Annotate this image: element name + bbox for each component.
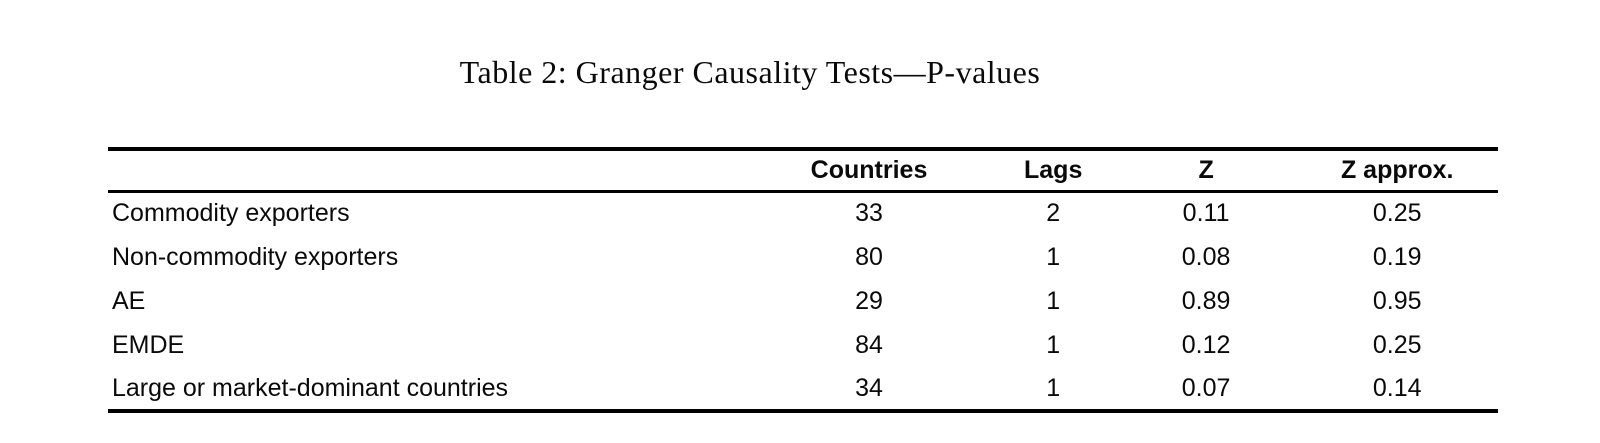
table-row-emde: EMDE 84 1 0.12 0.25: [108, 323, 1498, 367]
table-row-non-commodity-exporters: Non-commodity exporters 80 1 0.08 0.19: [108, 235, 1498, 279]
cell-z-approx: 0.25: [1372, 330, 1422, 359]
cell-lags: 1: [1046, 242, 1061, 271]
cell-z-approx: 0.19: [1372, 242, 1422, 271]
table-header: Countries Lags Z Z approx.: [108, 149, 1498, 193]
column-header-z: Z: [1115, 149, 1297, 193]
cell-z: 0.89: [1181, 286, 1231, 315]
column-header-countries: Countries: [747, 149, 991, 193]
cell-lags: 1: [1046, 373, 1061, 402]
cell-lags: 1: [1046, 330, 1061, 359]
cell-countries: 84: [855, 330, 883, 359]
header-row: Countries Lags Z Z approx.: [108, 149, 1498, 193]
cell-row-label: EMDE: [112, 330, 185, 359]
table-row-large-or-market-dominant: Large or market-dominant countries 34 1 …: [108, 367, 1498, 411]
cell-z-approx: 0.14: [1372, 373, 1422, 402]
cell-row-label: Commodity exporters: [112, 199, 350, 228]
cell-z: 0.12: [1181, 330, 1231, 359]
cell-row-label: AE: [112, 286, 146, 315]
table-container: Countries Lags Z Z approx. Commodity exp…: [108, 147, 1498, 413]
cell-lags: 2: [1046, 199, 1061, 228]
cell-z: 0.11: [1182, 199, 1230, 228]
cell-z: 0.07: [1181, 373, 1231, 402]
cell-lags: 1: [1046, 286, 1061, 315]
column-header-blank: [108, 149, 748, 193]
table-row-ae: AE 29 1 0.89 0.95: [108, 279, 1498, 323]
cell-z-approx: 0.95: [1372, 286, 1422, 315]
cell-row-label: Large or market-dominant countries: [112, 373, 509, 402]
cell-countries: 80: [855, 242, 883, 271]
cell-countries: 34: [855, 373, 883, 402]
table-body: Commodity exporters 33 2 0.11 0.25 Non-c…: [108, 191, 1498, 411]
cell-z-approx: 0.25: [1372, 199, 1422, 228]
cell-countries: 29: [855, 286, 883, 315]
table-row-commodity-exporters: Commodity exporters 33 2 0.11 0.25: [108, 191, 1498, 235]
cell-row-label: Non-commodity exporters: [112, 242, 399, 271]
column-header-lags: Lags: [990, 149, 1116, 193]
column-header-z-approx: Z approx.: [1296, 149, 1498, 193]
cell-z: 0.08: [1181, 242, 1231, 271]
table-caption: Table 2: Granger Causality Tests—P-value…: [459, 54, 1041, 90]
granger-causality-table: Countries Lags Z Z approx. Commodity exp…: [108, 147, 1498, 413]
cell-countries: 33: [855, 199, 883, 228]
